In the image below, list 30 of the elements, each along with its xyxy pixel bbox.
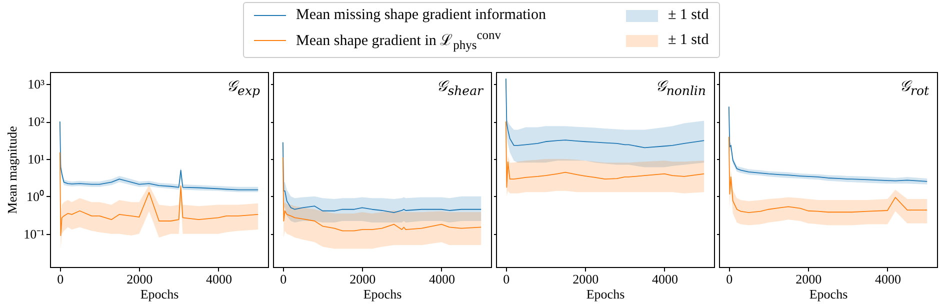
- panel-label: 𝒢$_{nonlin}$: [655, 77, 706, 98]
- x-tick-label: 2000: [350, 272, 376, 286]
- y-axis-title: Mean magnitude: [4, 126, 20, 214]
- y-tick-label: 10²: [28, 114, 45, 130]
- legend-label: Mean missing shape gradient information: [296, 7, 546, 24]
- x-tick-label: 4000: [652, 272, 678, 286]
- text: ± 1 std: [668, 7, 709, 24]
- x-axis-title: Epochs: [809, 286, 848, 302]
- x-tick-label: 4000: [206, 272, 232, 286]
- x-tick-label: 0: [726, 272, 733, 286]
- x-tick-label: 4000: [874, 272, 901, 286]
- x-tick-label: 0: [503, 272, 510, 286]
- x-tick-label: 0: [280, 272, 287, 286]
- panel-label: 𝒢$_{rot}$: [899, 77, 929, 98]
- y-tick-label: 10⁻¹: [24, 226, 45, 242]
- x-tick-label: 2000: [572, 272, 599, 286]
- x-tick-label: 0: [57, 272, 64, 286]
- x-tick-label: 4000: [428, 272, 455, 286]
- text: ± 1 std: [668, 32, 709, 49]
- x-axis-title: Epochs: [363, 286, 402, 302]
- line-series: [59, 152, 259, 236]
- y-tick-label: 10¹: [28, 151, 45, 166]
- x-axis-title: Epochs: [586, 286, 625, 302]
- y-tick-label: 10⁰: [26, 188, 44, 204]
- panel-label: 𝒢$_{shear}$: [436, 77, 483, 98]
- x-axis-title: Epochs: [140, 286, 179, 302]
- x-tick-label: 2000: [126, 272, 153, 286]
- y-tick-label: 10³: [28, 76, 45, 92]
- x-tick-label: 2000: [796, 272, 822, 286]
- panel-label: 𝒢$_{exp}$: [226, 77, 260, 98]
